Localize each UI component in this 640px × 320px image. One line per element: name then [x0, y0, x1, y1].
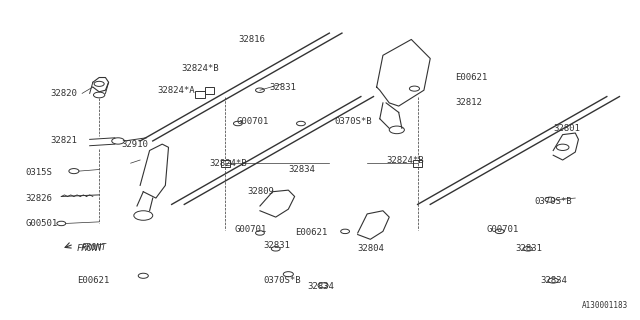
Text: G00501: G00501 — [26, 219, 58, 228]
Text: 32831: 32831 — [269, 83, 296, 92]
Text: 32824*B: 32824*B — [181, 63, 219, 73]
Bar — [205, 87, 214, 94]
Text: 32834: 32834 — [307, 282, 334, 292]
Text: 32826: 32826 — [26, 194, 52, 203]
Text: E00621: E00621 — [456, 73, 488, 82]
Text: 32824*B: 32824*B — [209, 159, 247, 168]
Text: E00621: E00621 — [294, 228, 327, 237]
Text: A130001183: A130001183 — [582, 301, 628, 310]
Text: FRONT: FRONT — [77, 244, 104, 253]
Text: G00701: G00701 — [487, 225, 519, 234]
Text: 32831: 32831 — [263, 241, 290, 250]
Text: 0315S: 0315S — [26, 168, 52, 177]
Bar — [413, 160, 422, 167]
Bar — [221, 160, 230, 167]
Text: 0370S*B: 0370S*B — [534, 197, 572, 206]
Text: 32831: 32831 — [515, 244, 542, 253]
Bar — [195, 92, 205, 99]
Text: 32824*A: 32824*A — [158, 86, 195, 95]
Text: 32801: 32801 — [553, 124, 580, 133]
Text: 32804: 32804 — [358, 244, 385, 253]
Text: G00701: G00701 — [237, 117, 269, 126]
Text: 32834: 32834 — [541, 276, 568, 285]
Text: 0370S*B: 0370S*B — [263, 276, 301, 285]
Text: 32809: 32809 — [247, 187, 274, 196]
Text: 32824*B: 32824*B — [386, 156, 424, 164]
Text: E00621: E00621 — [77, 276, 109, 285]
Text: 32812: 32812 — [456, 99, 483, 108]
Text: 32821: 32821 — [51, 136, 77, 146]
Text: G00701: G00701 — [235, 225, 267, 234]
Text: FRONT: FRONT — [82, 244, 107, 252]
Text: 32816: 32816 — [238, 35, 265, 44]
Text: 32910: 32910 — [121, 140, 148, 148]
Text: 32834: 32834 — [289, 165, 316, 174]
Text: 32820: 32820 — [51, 89, 77, 98]
Text: 0370S*B: 0370S*B — [334, 117, 372, 126]
